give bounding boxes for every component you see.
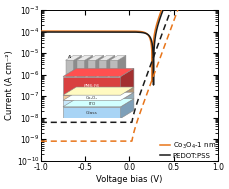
Legend: Co$_3$O$_4$-1 nm, PEDOT:PSS: Co$_3$O$_4$-1 nm, PEDOT:PSS: [160, 141, 216, 159]
Y-axis label: Current (A cm⁻²): Current (A cm⁻²): [5, 50, 14, 120]
X-axis label: Voltage bias (V): Voltage bias (V): [96, 175, 163, 184]
